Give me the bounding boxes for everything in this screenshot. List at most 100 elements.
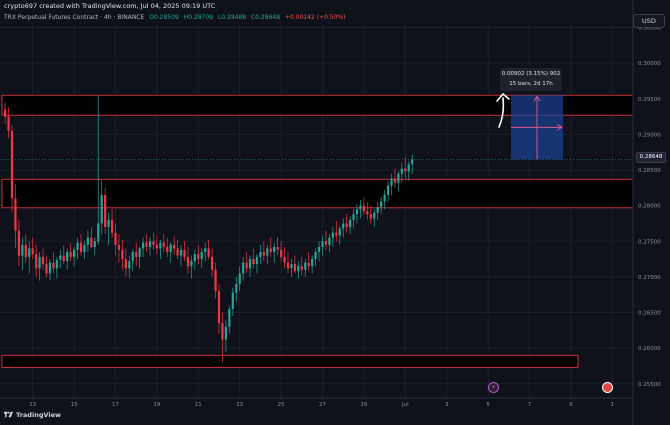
- candle-body: [252, 259, 255, 265]
- ohlc-open: O0.28509: [149, 14, 179, 21]
- measure-arrowhead-right: [556, 123, 563, 131]
- x-tick-label: Jul: [401, 402, 409, 408]
- x-tick-label: 19: [153, 402, 160, 408]
- candle-body: [304, 262, 307, 270]
- candle-body: [183, 249, 186, 257]
- candle-body: [311, 259, 314, 267]
- candle-body: [83, 244, 86, 252]
- drawing-layer: [496, 93, 510, 128]
- candle-body: [159, 242, 162, 249]
- candle-body: [324, 241, 328, 245]
- y-tick-label: 0.28000: [638, 204, 661, 210]
- candle-body: [145, 242, 148, 247]
- candle-body: [166, 246, 169, 252]
- candle-body: [14, 198, 17, 231]
- candle-layer: [0, 95, 633, 363]
- x-tick-label: 9: [569, 402, 573, 408]
- candle-body: [369, 214, 372, 219]
- candle-body: [362, 205, 365, 212]
- candle-body: [73, 249, 76, 257]
- y-tick-label: 0.29000: [638, 132, 661, 138]
- candle-body: [76, 242, 79, 250]
- lightning-event-icon[interactable]: ⚡: [488, 382, 499, 393]
- candle-body: [138, 248, 141, 257]
- x-tick-label: 27: [319, 402, 326, 408]
- candle-body: [169, 244, 172, 252]
- candle-body: [62, 255, 65, 262]
- hand-drawn-arrow: [498, 97, 505, 128]
- candle-body: [55, 259, 58, 269]
- candle-body: [280, 249, 283, 257]
- candle-body: [293, 264, 296, 272]
- candle-body: [38, 256, 41, 269]
- x-tick-label: 21: [195, 402, 202, 408]
- candle-body: [152, 241, 155, 245]
- candle-body: [24, 244, 27, 257]
- candle-body: [276, 246, 279, 250]
- x-tick-label: 3: [445, 402, 449, 408]
- x-tick-label: 13: [29, 402, 36, 408]
- candle-body: [242, 262, 245, 274]
- candle-body: [286, 262, 290, 269]
- candle-body: [352, 214, 355, 220]
- candle-body: [221, 323, 224, 340]
- ohlc-change: +0.00142 (+0.50%): [284, 14, 346, 21]
- candle-body: [376, 207, 379, 213]
- candle-body: [373, 212, 376, 219]
- candle-body: [28, 248, 31, 257]
- y-tick-label: 0.26000: [638, 346, 661, 352]
- candle-body: [317, 246, 321, 252]
- candle-body: [228, 308, 231, 327]
- candle-body: [238, 273, 241, 285]
- candle-body: [31, 248, 34, 255]
- y-tick-label: 0.26500: [638, 311, 661, 317]
- candle-body: [321, 241, 324, 247]
- ohlc-high: H0.28709: [183, 14, 214, 21]
- candle-body: [179, 249, 183, 256]
- candle-body: [176, 248, 179, 256]
- candle-body: [124, 259, 127, 269]
- tradingview-logo-icon: [4, 411, 13, 418]
- candle-body: [121, 249, 124, 260]
- candle-body: [328, 237, 331, 245]
- candle-body: [190, 261, 193, 267]
- candle-body: [104, 194, 107, 228]
- y-tick-label: 0.29500: [638, 97, 661, 103]
- candle-body: [307, 262, 310, 267]
- candle-body: [197, 254, 200, 260]
- candle-body: [66, 251, 69, 262]
- candle-body: [335, 232, 338, 236]
- calendar-event-icon[interactable]: [602, 382, 613, 393]
- candle-body: [128, 261, 131, 269]
- measure-label: 0.00902 (3.15%) 902 15 bars, 2d 17h: [500, 68, 562, 91]
- candle-body: [338, 228, 341, 236]
- candle-body: [41, 256, 45, 265]
- candle-body: [21, 244, 24, 256]
- candle-body: [86, 237, 89, 245]
- currency-button[interactable]: USD: [633, 14, 665, 28]
- y-tick-label: 0.30000: [638, 61, 661, 67]
- candle-body: [97, 223, 100, 242]
- candle-body: [262, 251, 265, 256]
- candle-body: [404, 168, 407, 172]
- candle-body: [100, 194, 103, 224]
- candle-body: [269, 248, 272, 252]
- symbol-title[interactable]: TRX Perpetual Futures Contract · 4h · BI…: [4, 14, 145, 21]
- candle-body: [359, 205, 362, 210]
- candle-body: [393, 178, 397, 183]
- y-tick-label: 0.27500: [638, 239, 661, 245]
- x-tick-label: 15: [71, 402, 78, 408]
- candle-body: [411, 159, 414, 165]
- y-tick-label: 0.27000: [638, 275, 661, 281]
- candle-body: [148, 241, 152, 247]
- tradingview-logo[interactable]: TradingView: [4, 410, 61, 419]
- candle-body: [349, 219, 352, 228]
- measure-bars-text: 15 bars, 2d 17h: [509, 81, 553, 87]
- x-tick-label: 17: [112, 402, 119, 408]
- x-tick-label: 5: [486, 402, 490, 408]
- zone-rect: [1, 178, 634, 209]
- candle-body: [17, 230, 20, 256]
